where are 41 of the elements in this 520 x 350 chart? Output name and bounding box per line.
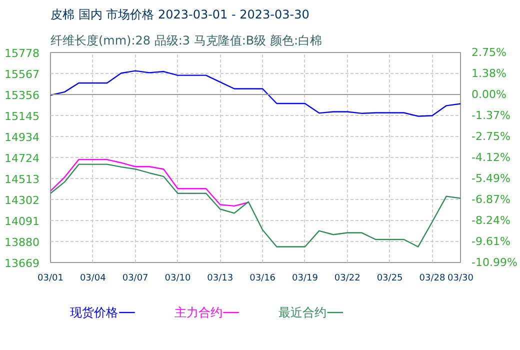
y-tick-label: 14302 — [4, 194, 40, 207]
x-tick-label: 03/04 — [80, 274, 106, 284]
y2-tick-label: -4.12% — [472, 151, 510, 164]
y-tick-label: 13880 — [4, 236, 40, 249]
x-tick-label: 03/10 — [164, 274, 191, 284]
y2-tick-label: -6.87% — [472, 193, 510, 206]
y2-tick-label: -8.24% — [472, 214, 510, 227]
y-tick-label: 15567 — [4, 68, 40, 82]
x-tick-label: 03/16 — [250, 274, 276, 284]
y2-tick-label: -9.61% — [472, 234, 510, 248]
y-tick-label: 14724 — [4, 152, 40, 165]
chart-title: 皮棉 国内 市场价格 2023-03-01 - 2023-03-30 — [50, 8, 310, 22]
x-tick-label: 03/01 — [38, 274, 64, 284]
x-tick-label: 03/25 — [376, 274, 403, 284]
y-tick-label: 15778 — [4, 47, 40, 60]
x-tick-label: 03/07 — [122, 274, 148, 284]
y2-tick-label: -2.75% — [472, 130, 510, 144]
legend-label: 主力合约 — [174, 306, 222, 320]
y2-tick-label: 2.75% — [472, 46, 506, 59]
x-tick-label: 03/28 — [419, 274, 446, 284]
x-tick-label: 03/30 — [448, 274, 474, 284]
y-tick-label: 14091 — [4, 214, 40, 228]
y2-tick-label: -1.37% — [472, 108, 510, 122]
y2-tick-label: -10.99% — [472, 256, 518, 269]
y-tick-label: 15356 — [4, 89, 40, 102]
y2-tick-label: 1.38% — [472, 66, 506, 80]
line-series — [50, 158, 250, 207]
chart-subtitle: 纤维长度(mm):28 品级:3 马克隆值:B级 颜色:白棉 — [50, 34, 322, 48]
x-tick-label: 03/13 — [207, 274, 234, 284]
x-tick-label: 03/22 — [334, 274, 360, 284]
y2-tick-label: 0.00% — [472, 88, 506, 102]
line-series — [50, 70, 460, 117]
y-tick-label: 13669 — [4, 257, 40, 270]
y2-tick-label: -5.49% — [472, 172, 510, 185]
y-tick-label: 14934 — [4, 131, 40, 144]
y-tick-label: 14513 — [4, 172, 40, 186]
legend-label: 最近合约 — [278, 306, 326, 320]
line-series — [50, 164, 460, 248]
legend-label: 现货价格 — [70, 306, 118, 320]
x-tick-label: 03/19 — [292, 274, 318, 284]
y-tick-label: 15145 — [4, 110, 40, 124]
